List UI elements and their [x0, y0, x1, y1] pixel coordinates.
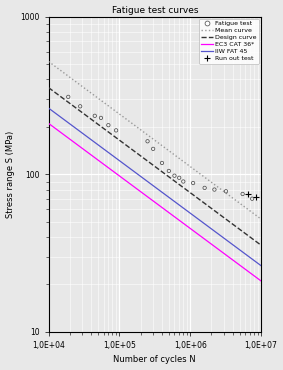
Point [177, 175, 181, 181]
X-axis label: Number of cycles N: Number of cycles N [113, 356, 196, 364]
Point [212, 186, 217, 192]
Point [224, 188, 228, 194]
Point [240, 191, 245, 197]
Point [245, 191, 250, 197]
Point [160, 160, 164, 166]
Point [66, 94, 70, 100]
Point [167, 168, 171, 174]
Point [114, 127, 118, 133]
Point [145, 138, 150, 144]
Legend: Fatigue test, Mean curve, Design curve, EC3 CAT 36*, IIW FAT 45, Run out test: Fatigue test, Mean curve, Design curve, … [199, 18, 259, 64]
Point [106, 122, 111, 128]
Point [93, 113, 97, 119]
Point [202, 185, 207, 191]
Point [250, 196, 254, 202]
Point [181, 179, 186, 185]
Point [172, 173, 177, 179]
Title: Fatigue test curves: Fatigue test curves [112, 6, 198, 14]
Point [99, 115, 103, 121]
Point [78, 103, 82, 109]
Point [254, 194, 258, 200]
Point [151, 146, 155, 152]
Y-axis label: Stress range S (MPa): Stress range S (MPa) [6, 131, 14, 218]
Point [191, 180, 195, 186]
